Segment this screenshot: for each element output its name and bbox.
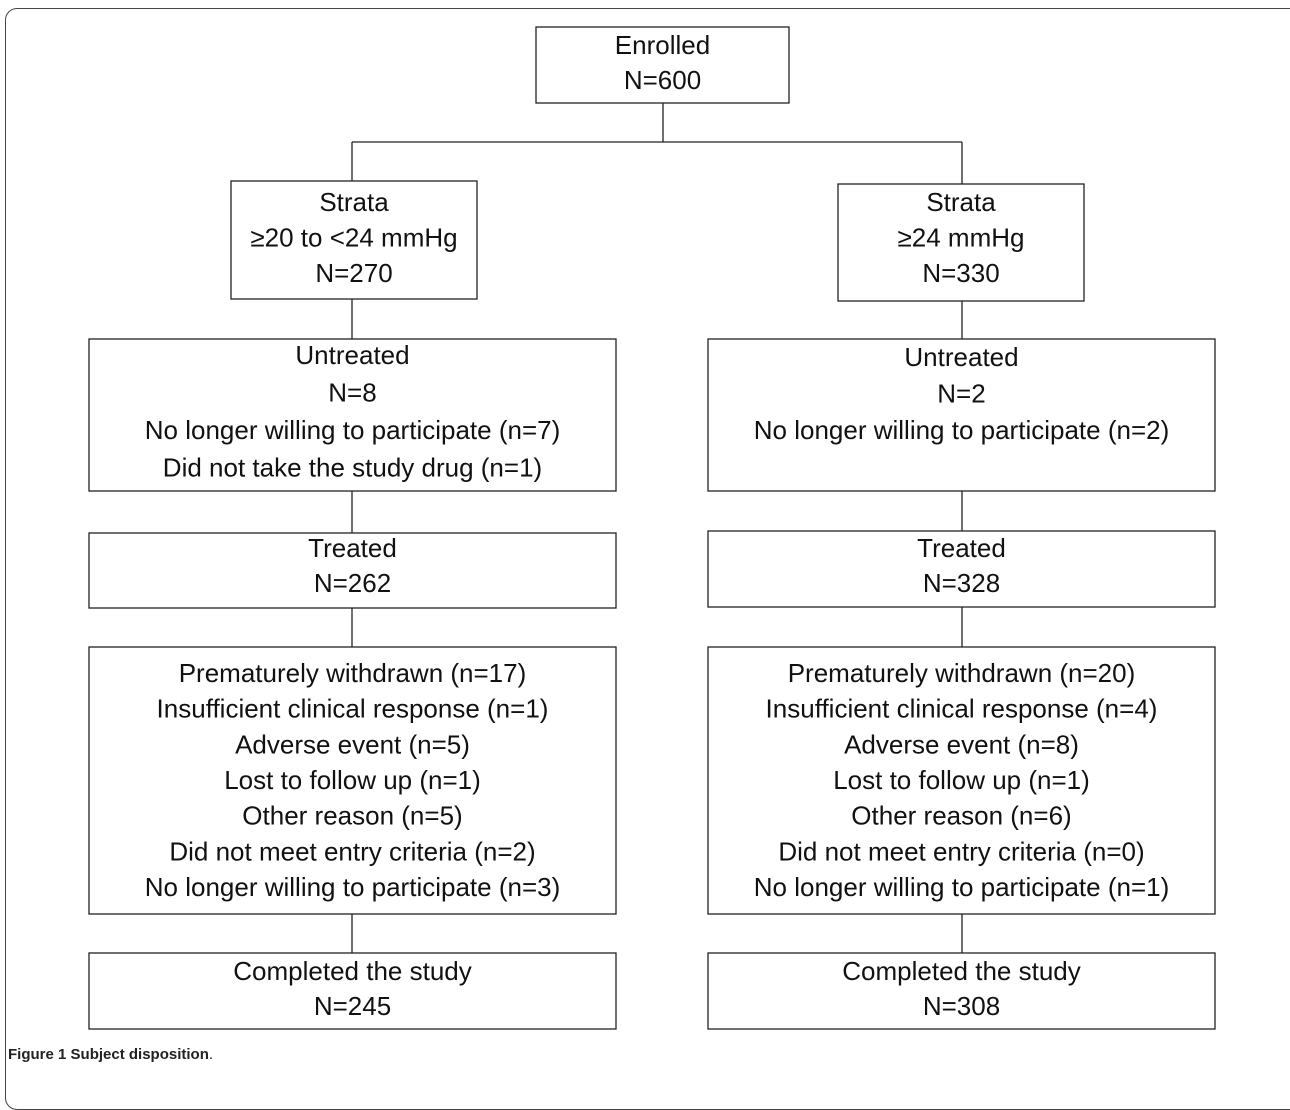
node-text: ≥24 mmHg — [898, 222, 1025, 252]
node-text: Treated — [917, 533, 1006, 563]
node-text: Untreated — [904, 342, 1018, 372]
node-text: N=328 — [923, 568, 1000, 598]
node-text: Completed the study — [842, 956, 1080, 986]
caption: Figure 1 Subject disposition. — [8, 1046, 213, 1063]
node-text: Strata — [926, 187, 996, 217]
node-box — [88, 646, 617, 915]
node-text: Completed the study — [233, 956, 471, 986]
node-box — [707, 530, 1216, 608]
node-text: Did not meet entry criteria (n=0) — [778, 836, 1144, 866]
node-box — [707, 646, 1216, 915]
node-box — [837, 183, 1085, 302]
node-text: N=330 — [922, 258, 999, 288]
node-box — [707, 338, 1216, 492]
node-text: Did not take the study drug (n=1) — [163, 452, 542, 482]
node-text: Lost to follow up (n=1) — [833, 765, 1090, 795]
connectors — [351, 103, 963, 953]
node-text: Enrolled — [615, 30, 710, 60]
node-box — [230, 180, 478, 300]
node-text: N=262 — [314, 568, 391, 598]
node-text: N=2 — [937, 378, 985, 408]
node-text: No longer willing to participate (n=7) — [145, 415, 561, 445]
node-text: N=600 — [624, 65, 701, 95]
node-text: Prematurely withdrawn (n=20) — [788, 658, 1136, 688]
node-text: Treated — [308, 533, 397, 563]
caption-label: Figure 1 — [8, 1046, 67, 1063]
node-text: N=8 — [328, 377, 376, 407]
caption-text: Subject disposition — [70, 1046, 209, 1063]
node-text: Prematurely withdrawn (n=17) — [179, 658, 527, 688]
node-text: No longer willing to participate (n=1) — [754, 872, 1170, 902]
node-box — [707, 952, 1216, 1030]
page: {"nodes": [ {"lines": ["Enrolled", "N=60… — [5, 8, 1290, 1110]
node-text: No longer willing to participate (n=2) — [754, 415, 1170, 445]
node-box — [88, 952, 617, 1030]
flowchart: Enrolled N=600 Strata ≥20 to <24 mmHg N=270 S… — [88, 26, 1216, 1030]
node-text: Other reason (n=5) — [242, 801, 462, 831]
node-box — [88, 532, 617, 609]
node-text: Strata — [319, 187, 389, 217]
node-box — [88, 338, 617, 492]
node-text: No longer willing to participate (n=3) — [145, 872, 561, 902]
node-text: N=308 — [923, 991, 1000, 1021]
node-text: Other reason (n=6) — [851, 801, 1071, 831]
node-text: Adverse event (n=8) — [844, 729, 1079, 759]
node-text: Insufficient clinical response (n=4) — [766, 694, 1158, 724]
node-text: Untreated — [295, 340, 409, 370]
node-text: Lost to follow up (n=1) — [224, 765, 481, 795]
node-text: Adverse event (n=5) — [235, 729, 470, 759]
node-text: Did not meet entry criteria (n=2) — [169, 836, 535, 866]
node-text: ≥20 to <24 mmHg — [250, 222, 457, 252]
node-text: N=270 — [315, 258, 392, 288]
node-text: N=245 — [314, 991, 391, 1021]
caption-end: . — [208, 1046, 214, 1063]
node-box — [535, 26, 790, 104]
node-text: Insufficient clinical response (n=1) — [157, 694, 549, 724]
